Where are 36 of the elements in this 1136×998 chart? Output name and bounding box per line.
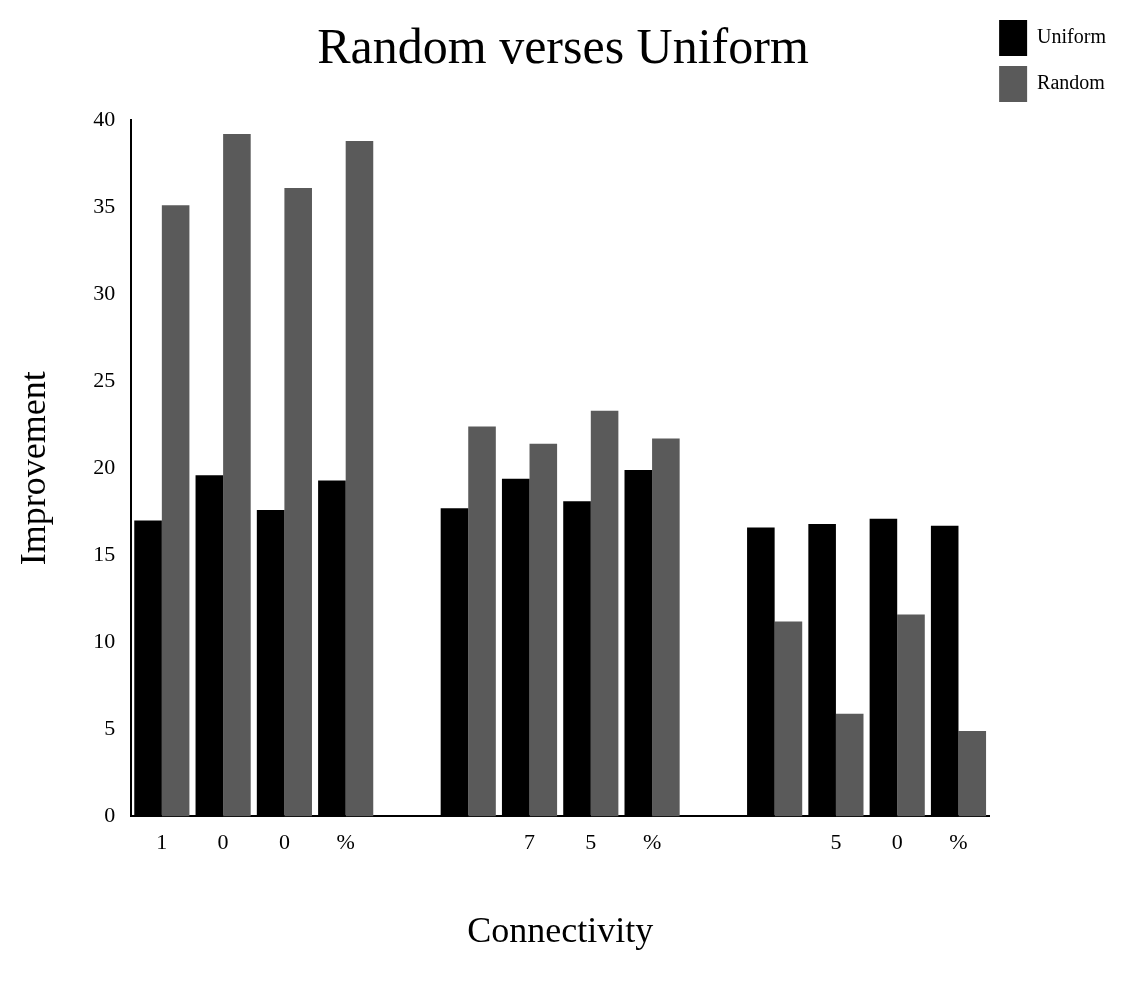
bar	[590, 410, 619, 817]
bar	[835, 713, 864, 817]
x-axis-title: Connectivity	[467, 909, 654, 950]
x-tick-label: 1	[156, 829, 168, 855]
x-tick-label: %	[949, 829, 968, 855]
bar	[529, 443, 558, 817]
y-tick-label: 0	[104, 802, 116, 828]
x-tick-label: 5	[585, 829, 597, 855]
y-tick-label: 5	[104, 715, 116, 741]
y-tick-label: 35	[93, 192, 116, 218]
legend-label: Random	[1037, 71, 1106, 94]
bar	[161, 205, 190, 817]
x-tick-label: %	[642, 829, 662, 855]
x-tick-label: 0	[891, 829, 903, 855]
bar	[223, 133, 251, 817]
x-tick-label: 5	[830, 829, 842, 855]
y-tick-label: 40	[93, 105, 116, 131]
bar	[897, 614, 925, 817]
legend-label: Uniform	[1037, 25, 1107, 48]
bar	[958, 731, 987, 817]
y-tick-label: 30	[93, 279, 116, 305]
bar	[468, 426, 496, 817]
y-axis-title: Improvement	[13, 371, 54, 566]
chart-title: Random verses Uniform	[317, 18, 809, 75]
y-tick-label: 25	[93, 366, 116, 392]
bar	[652, 438, 680, 817]
x-tick-label: %	[336, 829, 355, 855]
x-tick-label: 0	[278, 829, 290, 855]
bar	[284, 187, 312, 817]
y-tick-label: 10	[93, 628, 116, 654]
y-tick-label: 15	[93, 541, 116, 567]
x-tick-label: 7	[524, 829, 536, 855]
y-tick-label: 20	[93, 453, 116, 479]
x-tick-label: 0	[217, 829, 229, 855]
bar	[774, 621, 803, 817]
bar	[345, 140, 374, 817]
